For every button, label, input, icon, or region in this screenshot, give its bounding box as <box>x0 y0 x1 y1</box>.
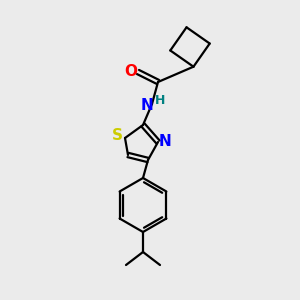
Text: O: O <box>124 64 137 79</box>
Text: N: N <box>159 134 171 148</box>
Text: H: H <box>155 94 165 107</box>
Text: N: N <box>141 98 153 112</box>
Text: S: S <box>112 128 122 143</box>
